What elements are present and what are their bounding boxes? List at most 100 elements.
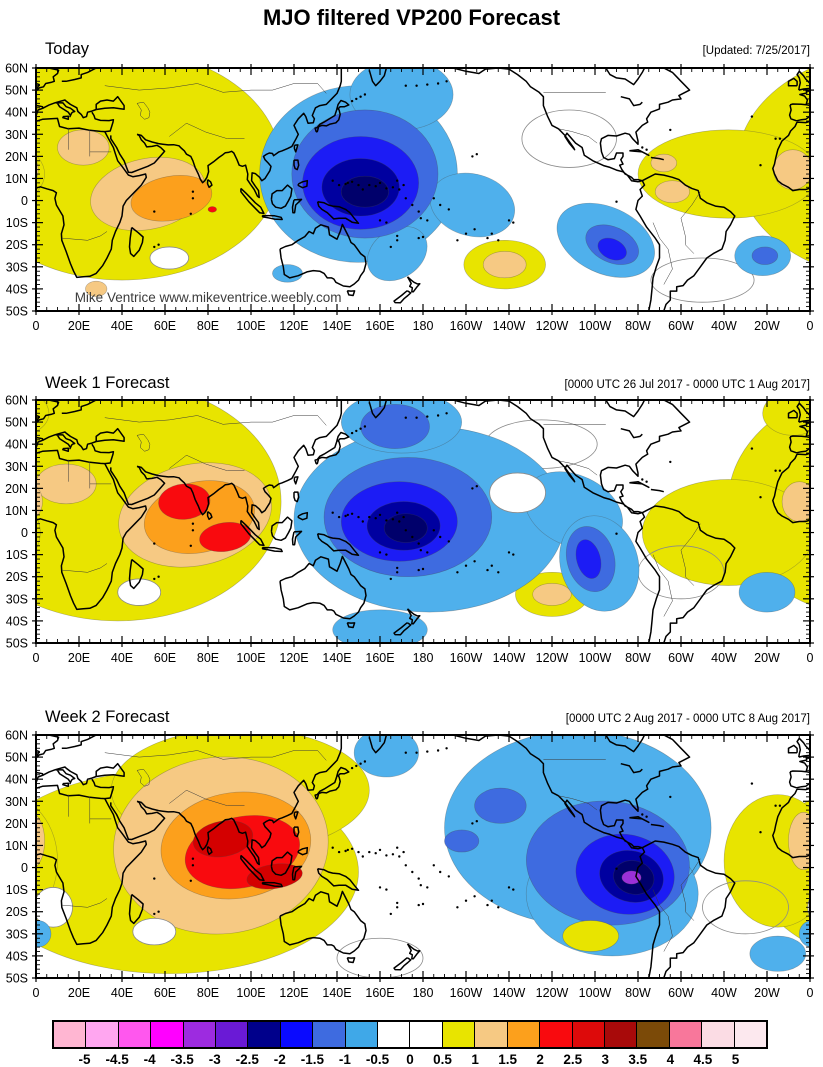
lat-axis-labels: 60N 50N 40N 30N 20N 10N 0 10S 20S 30S 40S 50S xyxy=(5,394,28,651)
svg-text:0: 0 xyxy=(21,194,28,208)
lon-axis-labels: 0 20E 40E 60E 80E 100E 120E 140E 160E 180 160W 140W… xyxy=(33,319,814,333)
svg-text:40N: 40N xyxy=(5,106,28,120)
svg-text:80W: 80W xyxy=(625,651,651,665)
colorbar-tick-label: -3.5 xyxy=(170,1052,194,1067)
svg-text:60W: 60W xyxy=(668,651,694,665)
svg-text:140E: 140E xyxy=(322,651,351,665)
svg-text:100E: 100E xyxy=(236,986,265,1000)
map-area xyxy=(36,735,810,978)
svg-text:60N: 60N xyxy=(5,729,28,743)
svg-text:100W: 100W xyxy=(579,986,612,1000)
colorbar-tick-label: -0.5 xyxy=(365,1052,390,1067)
colorbar-cell xyxy=(151,1022,184,1047)
svg-text:0: 0 xyxy=(807,651,814,665)
svg-text:100E: 100E xyxy=(236,651,265,665)
colorbar-tick-label: 1 xyxy=(471,1052,479,1067)
svg-text:30S: 30S xyxy=(6,260,28,274)
svg-text:60E: 60E xyxy=(154,986,176,1000)
svg-text:10S: 10S xyxy=(6,548,28,562)
colorbar-tick-label: -1 xyxy=(338,1052,351,1067)
svg-text:50S: 50S xyxy=(6,305,28,319)
svg-text:40S: 40S xyxy=(6,614,28,628)
svg-text:40W: 40W xyxy=(711,651,737,665)
svg-text:60E: 60E xyxy=(154,651,176,665)
svg-text:30N: 30N xyxy=(5,128,28,142)
lon-axis-labels: 0 20E 40E 60E 80E 100E 120E 140E 160E 180 160W 140W… xyxy=(33,986,814,1000)
colorbar-tick-label: 2.5 xyxy=(563,1052,583,1067)
panel-title-week1: Week 1 Forecast xyxy=(45,374,170,392)
map-frame xyxy=(35,67,811,312)
svg-text:120W: 120W xyxy=(536,986,569,1000)
svg-text:60N: 60N xyxy=(5,62,28,76)
svg-text:50S: 50S xyxy=(6,972,28,986)
svg-text:30S: 30S xyxy=(6,927,28,941)
figure-title: MJO filtered VP200 Forecast xyxy=(262,5,561,30)
island-dots xyxy=(153,747,782,916)
svg-text:10N: 10N xyxy=(5,839,28,853)
svg-text:40N: 40N xyxy=(5,773,28,787)
map-panel-today: Mike Ventrice www.mikeventrice.weebly.co… xyxy=(5,62,814,333)
island-dots xyxy=(153,412,782,581)
panel-title-today: Today xyxy=(45,40,90,58)
map-frame xyxy=(35,399,811,644)
map-frame xyxy=(35,734,811,979)
svg-text:140W: 140W xyxy=(493,651,526,665)
colorbar-cell xyxy=(54,1022,87,1047)
coastlines xyxy=(36,735,810,978)
svg-text:40W: 40W xyxy=(711,319,737,333)
svg-text:50N: 50N xyxy=(5,84,28,98)
svg-text:10N: 10N xyxy=(5,504,28,518)
colorbar-cell xyxy=(475,1022,508,1047)
svg-text:30N: 30N xyxy=(5,795,28,809)
panel-week1-valid-label: [0000 UTC 26 Jul 2017 - 0000 UTC 1 Aug 2… xyxy=(564,379,811,391)
colorbar-cell xyxy=(410,1022,443,1047)
country-borders xyxy=(61,83,701,285)
map-panel-week1: 60N 50N 40N 30N 20N 10N 0 10S 20S 30S 40S 50S 0 20E 40… xyxy=(5,394,814,665)
svg-text:20W: 20W xyxy=(754,319,780,333)
svg-text:30N: 30N xyxy=(5,460,28,474)
colorbar-tick-label: -2 xyxy=(273,1052,286,1067)
svg-text:0: 0 xyxy=(33,986,40,1000)
svg-text:120E: 120E xyxy=(279,319,308,333)
colorbar-tick-label: 1.5 xyxy=(498,1052,518,1067)
panel-header-week1: Week 1 Forecast [0000 UTC 26 Jul 2017 - … xyxy=(36,374,810,393)
map-area xyxy=(36,400,810,643)
svg-text:140E: 140E xyxy=(322,319,351,333)
svg-text:40S: 40S xyxy=(6,949,28,963)
colorbar-tick-label: 4.5 xyxy=(693,1052,713,1067)
axis-ticks xyxy=(32,396,814,647)
coastlines xyxy=(36,400,810,643)
panel-header-today: Today [Updated: 7/25/2017] xyxy=(36,40,810,59)
colorbar-cell xyxy=(507,1022,541,1047)
svg-text:40S: 40S xyxy=(6,282,28,296)
colorbar-cell xyxy=(378,1022,411,1047)
svg-text:80W: 80W xyxy=(625,319,651,333)
svg-text:40N: 40N xyxy=(5,438,28,452)
colorbar-cell xyxy=(86,1022,119,1047)
svg-text:80E: 80E xyxy=(197,986,219,1000)
svg-text:80E: 80E xyxy=(197,651,219,665)
colorbar-tick-label: 2 xyxy=(536,1052,544,1067)
colorbar-cell xyxy=(118,1022,152,1047)
country-borders xyxy=(61,750,701,952)
colorbar-tick-label: 4 xyxy=(666,1052,675,1067)
island-dots xyxy=(153,80,782,249)
map-area: Mike Ventrice www.mikeventrice.weebly.co… xyxy=(36,68,810,311)
svg-text:20W: 20W xyxy=(754,651,780,665)
coastlines xyxy=(36,68,810,311)
svg-text:0: 0 xyxy=(21,526,28,540)
svg-text:40E: 40E xyxy=(111,651,133,665)
colorbar-cell xyxy=(572,1022,605,1047)
svg-text:160E: 160E xyxy=(365,651,394,665)
svg-text:20S: 20S xyxy=(6,570,28,584)
colorbar-cell xyxy=(345,1022,379,1047)
colorbar-tick-label: 3.5 xyxy=(628,1052,648,1067)
svg-text:50N: 50N xyxy=(5,751,28,765)
svg-text:40E: 40E xyxy=(111,986,133,1000)
svg-text:60W: 60W xyxy=(668,319,694,333)
contour-fill-blobs xyxy=(36,400,810,643)
svg-text:20N: 20N xyxy=(5,150,28,164)
watermark-text: Mike Ventrice www.mikeventrice.weebly.co… xyxy=(75,290,342,305)
colorbar-cell xyxy=(637,1022,670,1047)
